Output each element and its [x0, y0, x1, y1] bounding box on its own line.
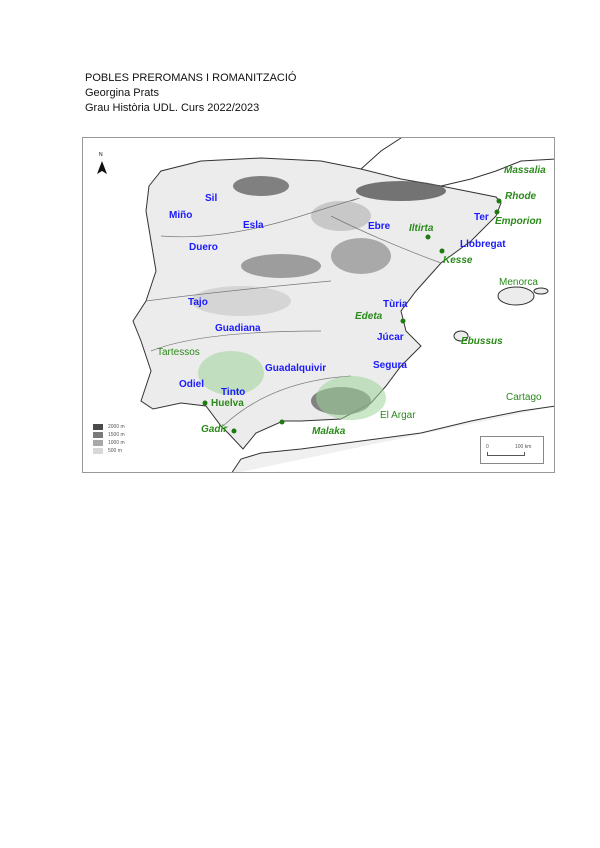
site-label: Emporion — [495, 216, 542, 227]
river-label: Duero — [189, 242, 218, 253]
site-label: Malaka — [312, 426, 346, 437]
site-markers — [202, 198, 502, 434]
north-arrow-icon — [97, 161, 107, 174]
river-label: Ebre — [368, 221, 391, 232]
river-label: Esla — [243, 220, 264, 231]
mallorca — [497, 286, 535, 306]
river-label: Odiel — [179, 379, 205, 390]
ibiza — [453, 330, 469, 342]
rivers — [145, 197, 442, 427]
river-label: Júcar — [377, 332, 404, 343]
el-argar-area — [316, 376, 386, 420]
river-label: Guadalquivir — [265, 363, 327, 374]
region-label-el-argar: El Argar — [380, 410, 416, 421]
river-label: Segura — [373, 360, 407, 371]
legend-item: 1000 m — [93, 439, 125, 447]
site-label: Menorca — [499, 277, 538, 288]
elevation-legend: 2000 m 1500 m 1000 m 500 m — [93, 423, 125, 455]
scale-start: 0 — [486, 444, 489, 450]
site-label: Huelva — [211, 398, 244, 409]
north-label: N — [99, 152, 103, 158]
scale-bar: 0 100 km — [480, 436, 544, 464]
site-label: Ebussus — [461, 336, 503, 347]
site-label: Rhode — [505, 191, 537, 202]
site-label: Gadir — [201, 424, 228, 435]
legend-item: 2000 m — [93, 423, 125, 431]
river-label: Guadiana — [215, 323, 261, 334]
site-label: Iltirta — [409, 223, 434, 234]
river-label: Ter — [474, 212, 489, 223]
france-coast — [360, 138, 554, 187]
doc-title: POBLES PREROMANS I ROMANITZACIÓ — [85, 72, 297, 84]
river-label: Tinto — [221, 387, 246, 398]
site-label: Cartago — [506, 392, 542, 403]
region-label-tartessos: Tartessos — [157, 347, 200, 358]
iberia-map: N Sil Miño Esla Duero Ebre Tajo Guadiana… — [82, 137, 555, 473]
river-label: Sil — [205, 193, 218, 204]
site-label: Edeta — [355, 311, 383, 322]
doc-course: Grau Història UDL. Curs 2022/2023 — [85, 102, 260, 114]
site-label: Massalia — [504, 165, 546, 176]
river-label: Llobregat — [460, 239, 506, 250]
tartessos-area — [198, 351, 264, 395]
legend-item: 1500 m — [93, 431, 125, 439]
site-label: Kesse — [443, 255, 473, 266]
africa-coast — [231, 405, 554, 472]
doc-author: Georgina Prats — [85, 87, 159, 99]
map-graphic — [97, 138, 554, 472]
river-label: Miño — [169, 210, 193, 221]
menorca-island — [533, 287, 549, 295]
river-label: Tùria — [383, 299, 408, 310]
legend-item: 500 m — [93, 447, 125, 455]
scale-end: 100 km — [515, 444, 532, 450]
river-label: Tajo — [188, 297, 208, 308]
